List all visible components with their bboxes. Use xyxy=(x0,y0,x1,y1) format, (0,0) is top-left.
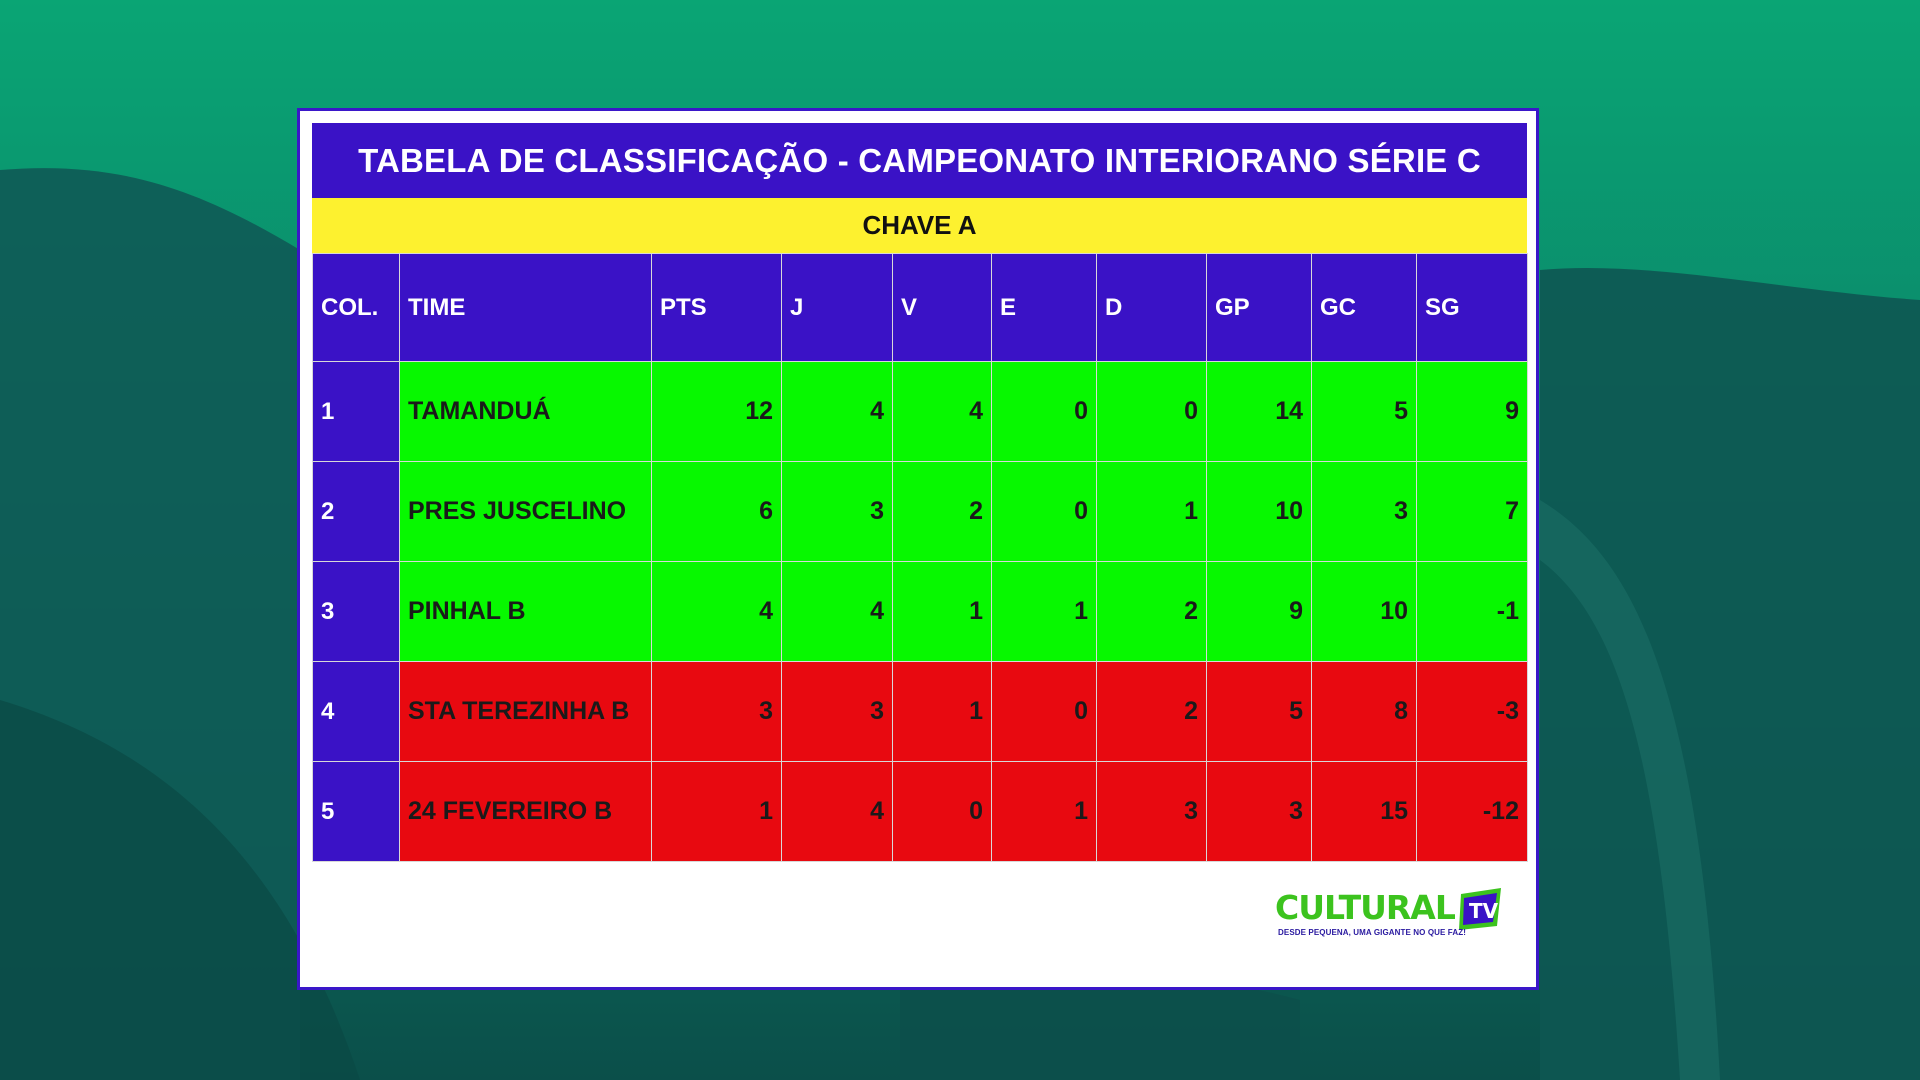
goal-difference-cell: 7 xyxy=(1416,461,1528,562)
col-header-wins: V xyxy=(892,253,992,362)
goal-difference-cell: -1 xyxy=(1416,561,1528,662)
losses-cell: 2 xyxy=(1096,561,1207,662)
col-header-position: COL. xyxy=(312,253,400,362)
goal-difference-cell: -3 xyxy=(1416,661,1528,762)
points-cell: 12 xyxy=(651,361,782,462)
wins-cell: 1 xyxy=(892,561,992,662)
col-header-team: TIME xyxy=(399,253,652,362)
col-header-losses: D xyxy=(1096,253,1207,362)
draws-cell: 1 xyxy=(991,561,1097,662)
logo-tagline: DESDE PEQUENA, UMA GIGANTE NO QUE FAZ! xyxy=(1278,928,1466,937)
team-cell: 24 FEVEREIRO B xyxy=(399,761,652,862)
team-cell: PRES JUSCELINO xyxy=(399,461,652,562)
goals-for-cell: 9 xyxy=(1206,561,1312,662)
draws-cell: 0 xyxy=(991,661,1097,762)
tv-badge-icon: TV xyxy=(1459,888,1501,930)
games-cell: 4 xyxy=(781,761,893,862)
header-row: COL. TIME PTS J V E D GP GC SG xyxy=(312,253,1528,362)
position-cell: 4 xyxy=(312,661,400,762)
losses-cell: 3 xyxy=(1096,761,1207,862)
table-row: 2 PRES JUSCELINO 6 3 2 0 1 10 3 7 xyxy=(312,461,1528,562)
goals-against-cell: 5 xyxy=(1311,361,1417,462)
points-cell: 6 xyxy=(651,461,782,562)
losses-cell: 2 xyxy=(1096,661,1207,762)
standings-card: TABELA DE CLASSIFICAÇÃO - CAMPEONATO INT… xyxy=(297,108,1539,990)
goals-for-cell: 10 xyxy=(1206,461,1312,562)
table-title: TABELA DE CLASSIFICAÇÃO - CAMPEONATO INT… xyxy=(312,123,1527,198)
games-cell: 3 xyxy=(781,661,893,762)
losses-cell: 0 xyxy=(1096,361,1207,462)
games-cell: 4 xyxy=(781,361,893,462)
team-cell: STA TEREZINHA B xyxy=(399,661,652,762)
col-header-draws: E xyxy=(991,253,1097,362)
points-cell: 4 xyxy=(651,561,782,662)
table-row: 5 24 FEVEREIRO B 1 4 0 1 3 3 15 -12 xyxy=(312,761,1528,862)
table-row: 4 STA TEREZINHA B 3 3 1 0 2 5 8 -3 xyxy=(312,661,1528,762)
wins-cell: 0 xyxy=(892,761,992,862)
goals-against-cell: 8 xyxy=(1311,661,1417,762)
position-cell: 2 xyxy=(312,461,400,562)
goals-for-cell: 14 xyxy=(1206,361,1312,462)
position-cell: 1 xyxy=(312,361,400,462)
tv-badge-text: TV xyxy=(1469,899,1499,923)
goals-for-cell: 5 xyxy=(1206,661,1312,762)
points-cell: 1 xyxy=(651,761,782,862)
team-cell: PINHAL B xyxy=(399,561,652,662)
standings-table: COL. TIME PTS J V E D GP GC SG 1 TAMANDU… xyxy=(312,253,1528,862)
games-cell: 4 xyxy=(781,561,893,662)
table-row: 1 TAMANDUÁ 12 4 4 0 0 14 5 9 xyxy=(312,361,1528,462)
position-cell: 3 xyxy=(312,561,400,662)
goal-difference-cell: 9 xyxy=(1416,361,1528,462)
col-header-goal-difference: SG xyxy=(1416,253,1528,362)
goals-against-cell: 15 xyxy=(1311,761,1417,862)
points-cell: 3 xyxy=(651,661,782,762)
group-label: CHAVE A xyxy=(312,198,1527,253)
cultural-tv-logo: CULTURAL TV DESDE PEQUENA, UMA GIGANTE N… xyxy=(1275,886,1515,942)
goals-against-cell: 3 xyxy=(1311,461,1417,562)
table-row: 3 PINHAL B 4 4 1 1 2 9 10 -1 xyxy=(312,561,1528,662)
losses-cell: 1 xyxy=(1096,461,1207,562)
col-header-goals-against: GC xyxy=(1311,253,1417,362)
draws-cell: 1 xyxy=(991,761,1097,862)
logo-wordmark: CULTURAL xyxy=(1275,888,1456,927)
wins-cell: 1 xyxy=(892,661,992,762)
col-header-points: PTS xyxy=(651,253,782,362)
goal-difference-cell: -12 xyxy=(1416,761,1528,862)
games-cell: 3 xyxy=(781,461,893,562)
team-cell: TAMANDUÁ xyxy=(399,361,652,462)
draws-cell: 0 xyxy=(991,461,1097,562)
col-header-goals-for: GP xyxy=(1206,253,1312,362)
wins-cell: 4 xyxy=(892,361,992,462)
draws-cell: 0 xyxy=(991,361,1097,462)
goals-against-cell: 10 xyxy=(1311,561,1417,662)
position-cell: 5 xyxy=(312,761,400,862)
wins-cell: 2 xyxy=(892,461,992,562)
col-header-games: J xyxy=(781,253,893,362)
goals-for-cell: 3 xyxy=(1206,761,1312,862)
